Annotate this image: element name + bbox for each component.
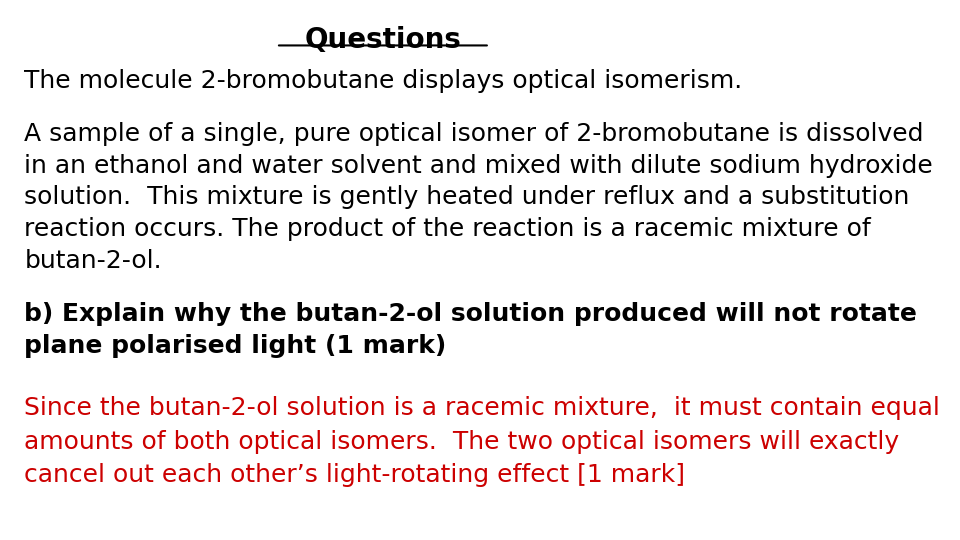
Text: Questions: Questions [304,25,462,53]
Text: The molecule 2-bromobutane displays optical isomerism.: The molecule 2-bromobutane displays opti… [24,69,742,92]
Text: Since the butan-2-ol solution is a racemic mixture,  it must contain equal
amoun: Since the butan-2-ol solution is a racem… [24,396,940,487]
Text: A sample of a single, pure optical isomer of 2-bromobutane is dissolved
in an et: A sample of a single, pure optical isome… [24,122,933,273]
Text: b) Explain why the butan-2-ol solution produced will not rotate
plane polarised : b) Explain why the butan-2-ol solution p… [24,302,917,358]
